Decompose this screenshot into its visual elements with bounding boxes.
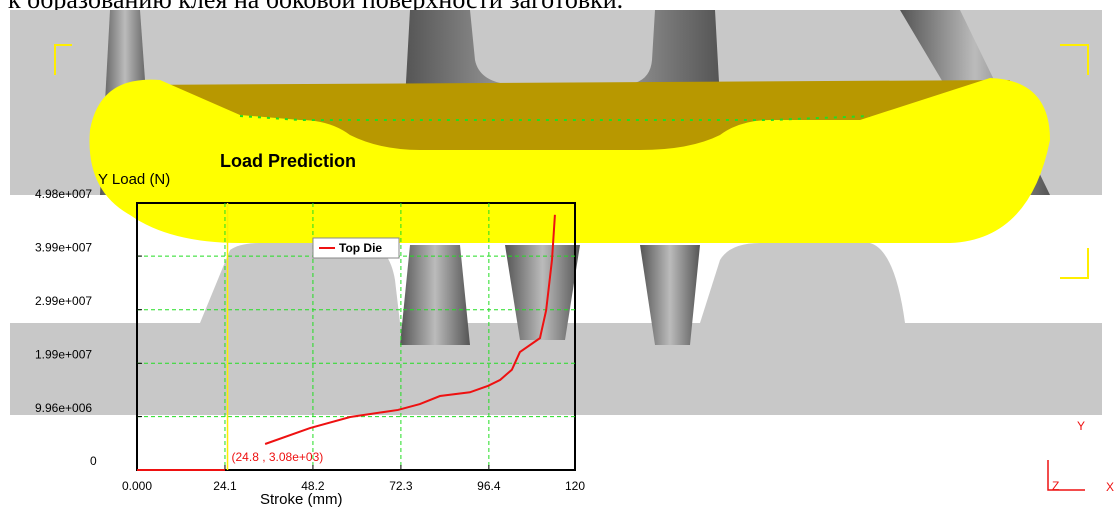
- axis-label: Z: [1052, 479, 1059, 493]
- y-axis-label: Y Load (N): [98, 171, 170, 188]
- x-axis-label: Stroke (mm): [260, 491, 343, 508]
- legend-label: Top Die: [339, 241, 382, 255]
- marker-label: (24.8 , 3.08e+03): [232, 450, 324, 464]
- y-tick-label: 9.96e+006: [35, 401, 92, 415]
- x-tick-label: 72.3: [389, 479, 413, 493]
- x-tick-label: 24.1: [213, 479, 237, 493]
- x-tick-label: 96.4: [477, 479, 501, 493]
- screen: к образованию клея на боковой поверхност…: [0, 0, 1115, 508]
- y-tick-label: 4.98e+007: [35, 187, 92, 201]
- y-tick-label: 3.99e+007: [35, 240, 92, 254]
- x-tick-label: 48.2: [301, 479, 325, 493]
- y-tick-label: 2.99e+007: [35, 294, 92, 308]
- axis-label: Y: [1077, 419, 1085, 433]
- x-tick-label: 120: [565, 479, 585, 493]
- scene: [10, 10, 1102, 415]
- y-tick-label: 1.99e+007: [35, 347, 92, 361]
- axis-label: X: [1106, 480, 1114, 494]
- x-tick-label: 0.000: [122, 479, 152, 493]
- y-tick-label: 0: [90, 454, 97, 468]
- chart-title: Load Prediction: [220, 151, 356, 171]
